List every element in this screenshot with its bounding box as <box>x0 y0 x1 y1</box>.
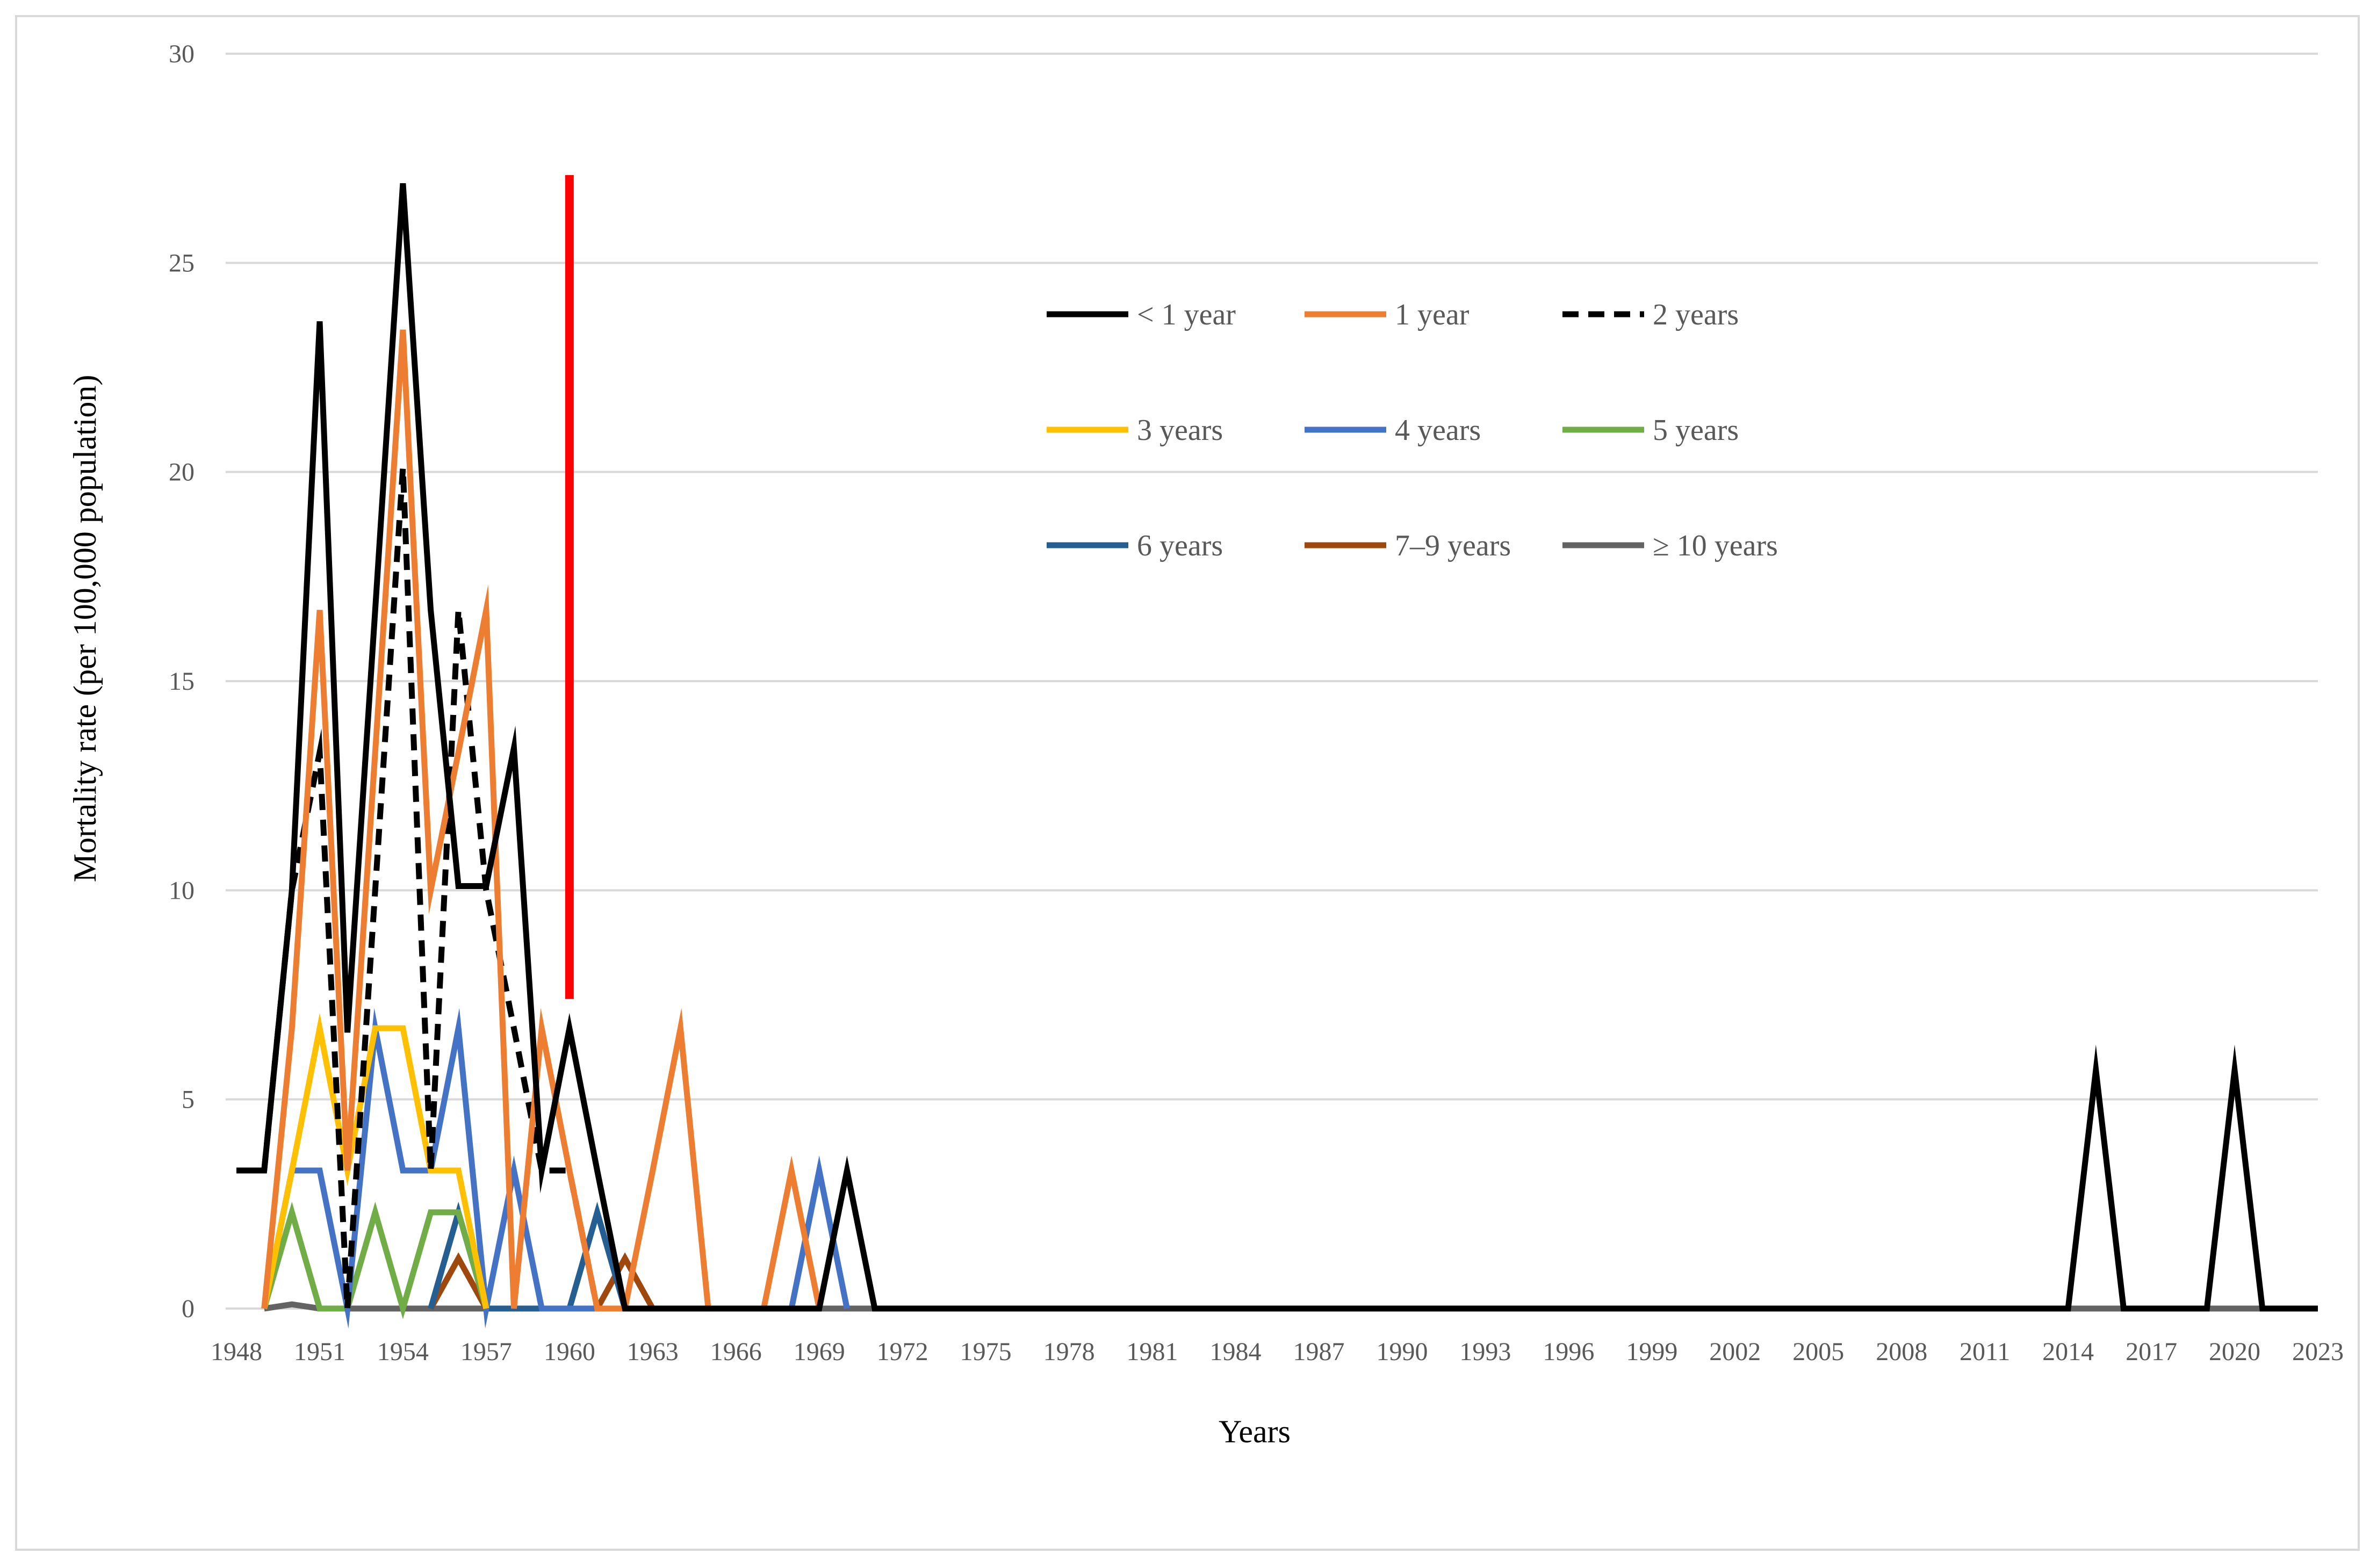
y-tick-label: 15 <box>169 667 195 696</box>
series-line-4 <box>261 1013 489 1310</box>
x-tick-label: 1954 <box>377 1338 429 1366</box>
legend-item: 3 years <box>1047 414 1223 447</box>
y-tick-label: 0 <box>182 1295 195 1323</box>
legend: < 1 year 1 year 2 years 3 years 4 years 5 yea… <box>1047 298 1778 562</box>
x-tick-label: 1951 <box>294 1338 345 1366</box>
x-tick-label: 2023 <box>2292 1338 2344 1366</box>
y-tick-label: 10 <box>169 876 195 905</box>
x-tick-label: 2005 <box>1792 1338 1844 1366</box>
y-tick-label: 20 <box>169 458 195 487</box>
series-line-6 <box>261 1202 489 1319</box>
legend-label: 2 years <box>1653 298 1739 331</box>
legend-label: 1 year <box>1395 298 1470 331</box>
x-tick-label: 1957 <box>460 1338 512 1366</box>
x-tick-label: 2002 <box>1709 1338 1761 1366</box>
series-line-7 <box>428 1202 628 1312</box>
x-tick-label: 1987 <box>1293 1338 1344 1366</box>
series-line-1 <box>236 183 2318 1312</box>
y-tick-label: 5 <box>182 1086 195 1114</box>
x-tick-label: 2011 <box>1960 1338 2010 1366</box>
x-axis-title: Years <box>1219 1414 1291 1449</box>
x-tick-label: 1981 <box>1127 1338 1178 1366</box>
legend-label: 3 years <box>1137 414 1223 447</box>
y-axis-tick-labels: 0 5 10 15 20 25 30 <box>169 40 195 1323</box>
legend-item: 4 years <box>1305 414 1481 447</box>
x-tick-label: 2017 <box>2126 1338 2177 1366</box>
legend-label: 6 years <box>1137 529 1223 562</box>
legend-item: 7–9 years <box>1305 529 1511 562</box>
x-tick-label: 1996 <box>1543 1338 1594 1366</box>
x-tick-label: 1966 <box>710 1338 762 1366</box>
x-tick-label: 2014 <box>2042 1338 2094 1366</box>
x-tick-label: 1963 <box>627 1338 679 1366</box>
x-tick-label: 2020 <box>2209 1338 2260 1366</box>
x-tick-label: 1990 <box>1376 1338 1428 1366</box>
legend-label: ≥ 10 years <box>1653 529 1778 562</box>
legend-item: 5 years <box>1562 414 1739 447</box>
legend-item: < 1 year <box>1047 298 1236 331</box>
legend-item: 1 year <box>1305 298 1470 331</box>
legend-item: 2 years <box>1562 298 1739 331</box>
legend-label: < 1 year <box>1137 298 1236 331</box>
series-lines <box>236 183 2318 1329</box>
legend-label: 4 years <box>1395 414 1481 447</box>
legend-label: 5 years <box>1653 414 1739 447</box>
x-tick-label: 1960 <box>544 1338 595 1366</box>
legend-item: 6 years <box>1047 529 1223 562</box>
x-tick-label: 1978 <box>1043 1338 1095 1366</box>
x-tick-label: 2008 <box>1876 1338 1927 1366</box>
series-line-3 <box>261 467 600 1310</box>
x-tick-label: 1969 <box>794 1338 845 1366</box>
x-tick-label: 1972 <box>877 1338 928 1366</box>
y-axis-title: Mortality rate (per 100,000 population) <box>67 375 103 883</box>
x-tick-label: 1948 <box>211 1338 262 1366</box>
legend-item: ≥ 10 years <box>1562 529 1778 562</box>
x-tick-label: 1975 <box>960 1338 1012 1366</box>
legend-label: 7–9 years <box>1395 529 1511 562</box>
x-tick-label: 1984 <box>1210 1338 1262 1366</box>
y-tick-label: 30 <box>169 40 195 68</box>
series-line-2 <box>261 329 823 1312</box>
x-axis-tick-labels: 1948 1951 1954 1957 1960 1963 1966 1969 1972 1975… <box>211 1338 2344 1366</box>
x-tick-label: 1993 <box>1459 1338 1511 1366</box>
y-tick-label: 25 <box>169 249 195 277</box>
x-tick-label: 1999 <box>1626 1338 1677 1366</box>
